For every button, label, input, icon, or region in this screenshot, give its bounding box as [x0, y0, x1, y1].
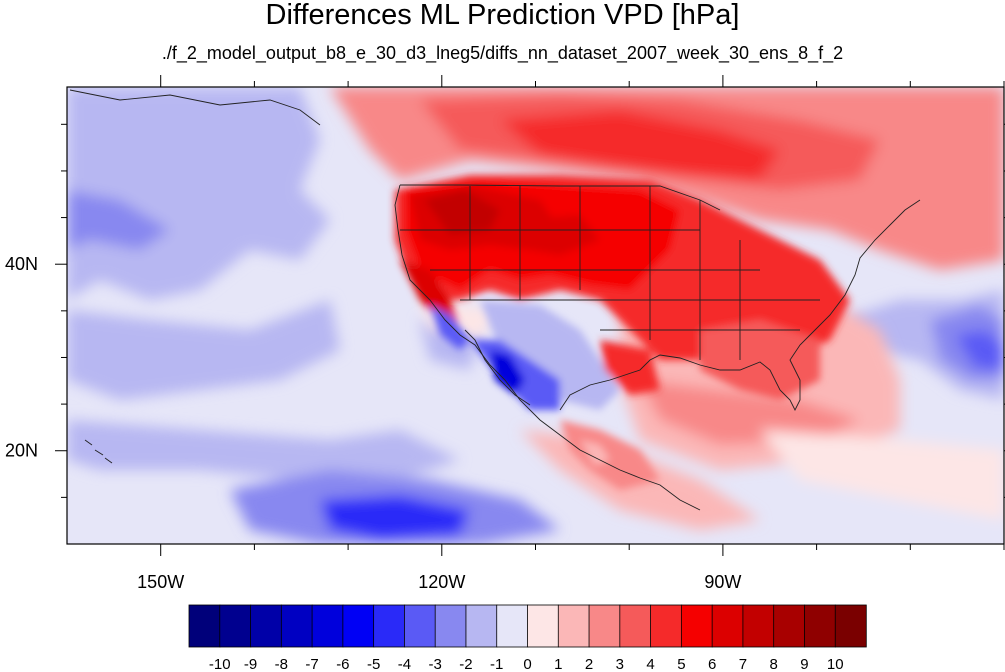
colorbar-swatch	[219, 604, 252, 648]
colorbar-swatch	[711, 604, 744, 648]
colorbar-swatch	[650, 604, 683, 648]
map-title: Differences ML Prediction VPD [hPa]	[265, 0, 740, 31]
map-subtitle: ./f_2_model_output_b8_e_30_d3_lneg5/diff…	[161, 43, 844, 63]
lon-tick-label: 90W	[704, 572, 741, 592]
colorbar-swatch	[342, 604, 375, 648]
vpd-difference-field	[67, 87, 1004, 544]
colorbar-swatch	[311, 604, 344, 648]
colorbar-label: -10	[209, 656, 231, 672]
colorbar-swatch	[834, 604, 867, 648]
colorbar-label: -1	[490, 656, 503, 672]
colorbar-label: -2	[459, 656, 472, 672]
colorbar-swatch	[373, 604, 406, 648]
colorbar-swatch	[496, 604, 529, 648]
colorbar-label: 8	[770, 656, 778, 672]
coastlines	[69, 89, 921, 511]
colorbar-label: -6	[336, 656, 349, 672]
colorbar-swatch	[773, 604, 806, 648]
colorbar-swatch	[188, 604, 221, 648]
colorbar-label: -7	[305, 656, 318, 672]
colorbar-label: -5	[367, 656, 380, 672]
lon-tick-label: 150W	[137, 572, 184, 592]
colorbar-label: 6	[708, 656, 716, 672]
colorbar-swatch	[680, 604, 713, 648]
colorbar-label: 0	[523, 656, 531, 672]
colorbar-label: 1	[554, 656, 562, 672]
lon-tick-label: 120W	[418, 572, 465, 592]
colorbar-swatch	[804, 604, 836, 648]
colorbar-label: 9	[800, 656, 808, 672]
colorbar-swatch	[434, 604, 467, 648]
colorbar-label: 3	[616, 656, 624, 672]
axis-ticks	[55, 75, 1005, 556]
colorbar-label: 10	[827, 656, 844, 672]
colorbar-swatch	[619, 604, 652, 648]
colorbar-label: 7	[739, 656, 747, 672]
lat-tick-label: 20N	[5, 441, 38, 461]
colorbar: -10 -9 -8 -7 -6 -5 -4 -3 -2 -1 0 1 2 3 4 5 6 7 8 9 10	[188, 604, 867, 672]
colorbar-swatch	[280, 604, 313, 648]
colorbar-label: -8	[275, 656, 288, 672]
colorbar-label: -3	[429, 656, 442, 672]
colorbar-swatch	[557, 604, 590, 648]
colorbar-label: 4	[646, 656, 654, 672]
colorbar-label: 5	[677, 656, 685, 672]
colorbar-label: 2	[585, 656, 593, 672]
lat-tick-label: 40N	[5, 254, 38, 274]
colorbar-swatch	[588, 604, 621, 648]
colorbar-swatch	[527, 604, 559, 648]
colorbar-swatch	[250, 604, 283, 648]
colorbar-swatch	[465, 604, 498, 648]
colorbar-label: -9	[244, 656, 257, 672]
axis-tick-labels: 150W 120W 90W 40N 20N	[5, 254, 741, 592]
colorbar-label: -4	[398, 656, 411, 672]
colorbar-swatch	[742, 604, 775, 648]
colorbar-swatch	[404, 604, 436, 648]
